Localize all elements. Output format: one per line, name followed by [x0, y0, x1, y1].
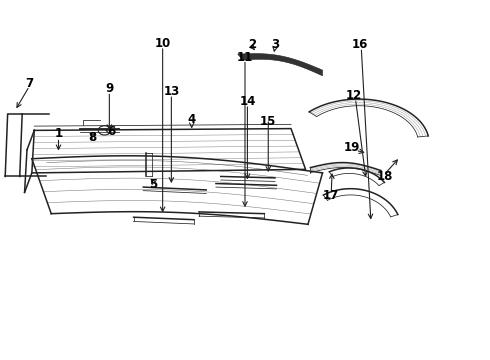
Text: 8: 8: [88, 131, 97, 144]
Text: 7: 7: [25, 77, 33, 90]
Text: 11: 11: [237, 50, 253, 63]
Text: 9: 9: [105, 82, 114, 95]
Text: 12: 12: [345, 89, 362, 102]
Text: 16: 16: [352, 38, 368, 51]
Text: 13: 13: [163, 85, 179, 98]
Text: 19: 19: [343, 141, 360, 154]
Text: 1: 1: [54, 127, 63, 140]
Text: 10: 10: [154, 37, 171, 50]
Text: 6: 6: [108, 125, 116, 138]
Polygon shape: [238, 54, 322, 76]
Text: 3: 3: [271, 38, 279, 51]
Text: 17: 17: [323, 189, 340, 202]
Text: 5: 5: [149, 178, 157, 191]
Text: 2: 2: [248, 38, 256, 51]
Text: 4: 4: [188, 113, 196, 126]
Text: 15: 15: [260, 115, 276, 128]
Text: 14: 14: [239, 95, 256, 108]
Text: 18: 18: [376, 170, 392, 183]
